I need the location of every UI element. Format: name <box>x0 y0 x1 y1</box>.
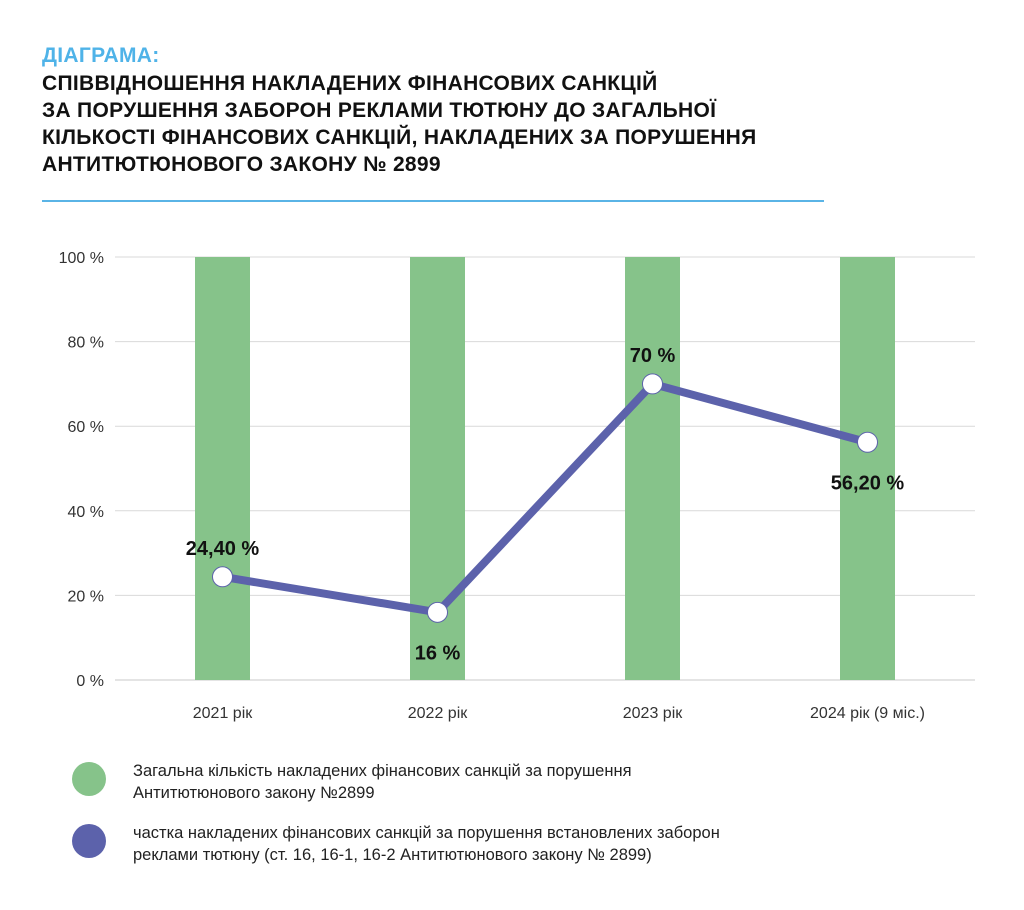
legend-marker-bars <box>72 762 106 796</box>
chart-kicker: ДІАГРАМА: <box>42 44 160 67</box>
x-tick-label: 2022 рік <box>408 705 468 722</box>
line-point <box>427 601 448 623</box>
legend-label-line: частка накладених фінансових санкцій за … <box>133 824 720 842</box>
combo-chart: 0 % 20 % 40 % 60 % 80 % 100 % 2021 рік 2022 рік… <box>59 250 975 722</box>
x-tick-label: 2024 рік (9 міс.) <box>810 705 925 722</box>
y-tick-label: 100 % <box>59 250 104 267</box>
data-label: 24,40 % <box>186 538 260 560</box>
bar <box>840 257 895 680</box>
line-point <box>212 566 233 588</box>
chart-title-line: ЗА ПОРУШЕННЯ ЗАБОРОН РЕКЛАМИ ТЮТЮНУ ДО З… <box>42 99 717 122</box>
y-tick-label: 20 % <box>68 588 104 605</box>
legend-item-line: частка накладених фінансових санкцій за … <box>72 822 893 866</box>
chart-title-line: АНТИТЮТЮНОВОГО ЗАКОНУ № 2899 <box>42 153 441 176</box>
x-tick-label: 2023 рік <box>623 705 683 722</box>
legend-label-line: Антитютюнового закону №2899 <box>133 784 375 802</box>
title-divider <box>42 200 824 202</box>
legend-label-line: Загальна кількість накладених фінансових… <box>133 762 632 780</box>
data-label: 16 % <box>415 642 461 664</box>
y-tick-label: 80 % <box>68 335 104 352</box>
legend-marker-line <box>72 824 106 858</box>
series-line <box>218 379 872 617</box>
legend-label-bars: Загальна кількість накладених фінансових… <box>133 760 893 804</box>
chart-title-line: КІЛЬКОСТІ ФІНАНСОВИХ САНКЦІЙ, НАКЛАДЕНИХ… <box>42 126 757 149</box>
y-tick-label: 60 % <box>68 419 104 436</box>
chart-title-line: СПІВВІДНОШЕННЯ НАКЛАДЕНИХ ФІНАНСОВИХ САН… <box>42 72 658 95</box>
legend-label-line-series: частка накладених фінансових санкцій за … <box>133 822 893 866</box>
legend-item-bars: Загальна кількість накладених фінансових… <box>72 760 893 804</box>
chart-title: СПІВВІДНОШЕННЯ НАКЛАДЕНИХ ФІНАНСОВИХ САН… <box>42 70 902 178</box>
y-tick-label: 0 % <box>76 673 104 690</box>
legend-label-line: реклами тютюну (ст. 16, 16-1, 16-2 Антит… <box>133 846 652 864</box>
line-point <box>642 373 663 395</box>
bar <box>195 257 250 680</box>
data-label: 70 % <box>630 345 676 367</box>
x-tick-label: 2021 рік <box>193 705 253 722</box>
line-point <box>857 431 878 453</box>
bar <box>625 257 680 680</box>
data-label: 56,20 % <box>831 472 905 494</box>
y-tick-label: 40 % <box>68 504 104 521</box>
